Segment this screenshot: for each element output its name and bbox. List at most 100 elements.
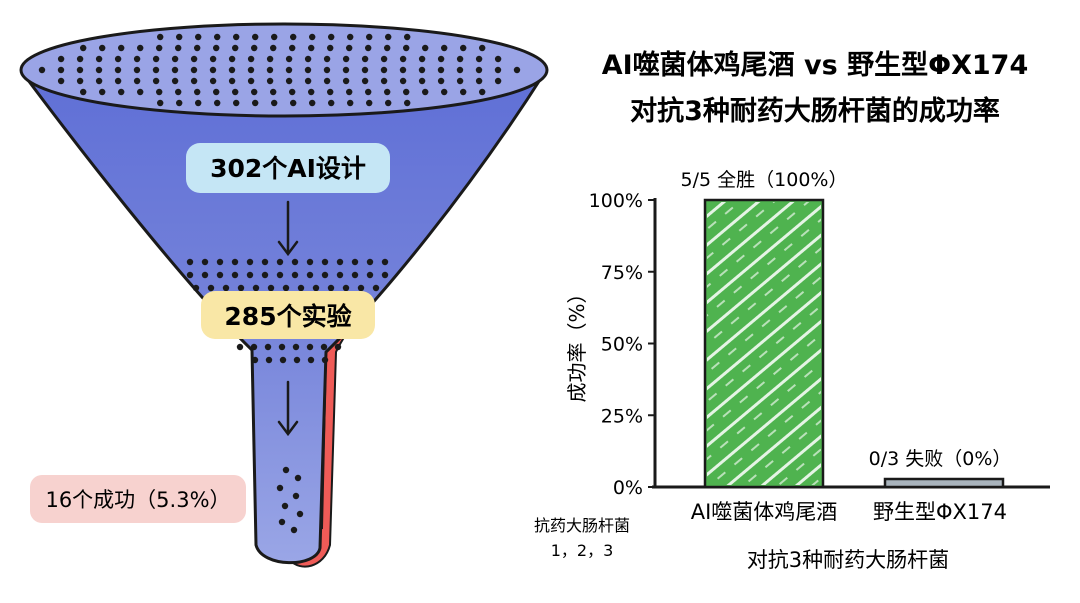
particle-dot bbox=[214, 99, 221, 107]
particle-dot bbox=[95, 77, 103, 85]
particle-dot bbox=[264, 343, 272, 351]
particle-dot bbox=[137, 88, 144, 96]
particle-dot bbox=[336, 258, 344, 266]
particle-dot bbox=[216, 258, 224, 266]
particle-dot bbox=[261, 258, 269, 266]
particle-dot bbox=[38, 66, 46, 74]
particle-dot bbox=[190, 55, 198, 63]
particle-dot bbox=[418, 77, 426, 85]
particle-dot bbox=[190, 77, 198, 85]
particle-dot bbox=[296, 510, 304, 518]
neck-particles bbox=[236, 343, 342, 364]
particle-dot bbox=[236, 343, 244, 351]
particle-dot bbox=[157, 33, 164, 41]
particle-dot bbox=[271, 33, 278, 41]
particle-dot bbox=[133, 66, 141, 74]
particle-dot bbox=[456, 66, 464, 74]
particle-dot bbox=[334, 343, 342, 351]
particle-dot bbox=[216, 271, 224, 279]
particle-dot bbox=[265, 356, 273, 364]
x-axis-label: 对抗3种耐药大肠杆菌 bbox=[747, 548, 949, 572]
particle-dot bbox=[403, 44, 410, 52]
funnel-rim bbox=[19, 22, 549, 118]
particle-dot bbox=[276, 271, 284, 279]
particle-dot bbox=[342, 55, 350, 63]
particle-dot bbox=[291, 271, 299, 279]
particle-dot bbox=[381, 271, 389, 279]
particle-dot bbox=[475, 55, 483, 63]
particle-dot bbox=[133, 55, 141, 63]
particle-dot bbox=[276, 484, 284, 492]
particle-dot bbox=[247, 55, 255, 63]
particle-dot bbox=[366, 33, 373, 41]
particle-dot bbox=[251, 44, 258, 52]
particle-dot bbox=[327, 284, 335, 292]
particle-dot bbox=[152, 55, 160, 63]
particle-dot bbox=[251, 356, 259, 364]
particle-dot bbox=[76, 66, 84, 74]
particle-dot bbox=[321, 356, 329, 364]
particle-dot bbox=[214, 33, 221, 41]
particle-dot bbox=[281, 502, 289, 510]
particle-dot bbox=[228, 55, 236, 63]
particle-dot bbox=[76, 55, 84, 63]
stage1-label: 302个AI设计 bbox=[186, 143, 390, 193]
particle-dot bbox=[289, 44, 296, 52]
particle-dot bbox=[251, 88, 258, 96]
particle-dot bbox=[366, 258, 374, 266]
particle-dot bbox=[57, 66, 65, 74]
particle-dot bbox=[290, 33, 297, 41]
particle-dot bbox=[80, 44, 87, 52]
particle-dot bbox=[207, 284, 215, 292]
bar-value-label: 0/3 失败（0%） bbox=[869, 448, 1012, 470]
particle-dot bbox=[306, 258, 314, 266]
particle-dot bbox=[422, 44, 429, 52]
particle-dot bbox=[176, 99, 183, 107]
particle-dot bbox=[494, 55, 502, 63]
particle-dot bbox=[252, 99, 259, 107]
particle-dot bbox=[361, 55, 369, 63]
particle-dot bbox=[267, 284, 275, 292]
rim-particles bbox=[38, 33, 521, 107]
particle-dot bbox=[271, 99, 278, 107]
particle-dot bbox=[384, 44, 391, 52]
stage3-text: 16个成功（5.3%） bbox=[45, 488, 230, 512]
particle-dot bbox=[404, 99, 411, 107]
stage3-label: 16个成功（5.3%） bbox=[30, 475, 246, 523]
particle-dot bbox=[306, 343, 314, 351]
particle-dot bbox=[276, 258, 284, 266]
particle-dot bbox=[228, 77, 236, 85]
particle-dot bbox=[399, 55, 407, 63]
particle-dot bbox=[190, 66, 198, 74]
chart-title-line1: AI噬菌体鸡尾酒 vs 野生型ΦX174 bbox=[602, 50, 1029, 81]
stage2-label: 285个实验 bbox=[201, 291, 375, 339]
particle-dot bbox=[247, 77, 255, 85]
chart-title-line2: 对抗3种耐药大肠杆菌的成功率 bbox=[630, 95, 1000, 127]
particle-dot bbox=[320, 343, 328, 351]
particle-dot bbox=[171, 66, 179, 74]
particle-dot bbox=[321, 271, 329, 279]
particle-dot bbox=[231, 271, 239, 279]
particle-dot bbox=[195, 99, 202, 107]
particle-dot bbox=[494, 77, 502, 85]
particle-dot bbox=[365, 44, 372, 52]
spout-particles bbox=[276, 466, 304, 534]
y-tick-label: 100% bbox=[589, 190, 643, 212]
particle-dot bbox=[156, 44, 163, 52]
particle-dot bbox=[327, 44, 334, 52]
bar-value-label: 5/5 全胜（100%） bbox=[681, 169, 848, 191]
bars bbox=[703, 198, 1005, 489]
particle-dot bbox=[365, 88, 372, 96]
x-category-labels: AI噬菌体鸡尾酒 野生型ΦX174 bbox=[691, 500, 1007, 524]
particle-dot bbox=[399, 66, 407, 74]
particle-dot bbox=[347, 33, 354, 41]
particle-dot bbox=[380, 77, 388, 85]
particle-dot bbox=[279, 356, 287, 364]
particle-dot bbox=[232, 88, 239, 96]
particle-dot bbox=[292, 343, 300, 351]
particle-dot bbox=[494, 66, 502, 74]
particle-dot bbox=[252, 33, 259, 41]
particle-dot bbox=[246, 258, 254, 266]
particle-dot bbox=[307, 356, 315, 364]
